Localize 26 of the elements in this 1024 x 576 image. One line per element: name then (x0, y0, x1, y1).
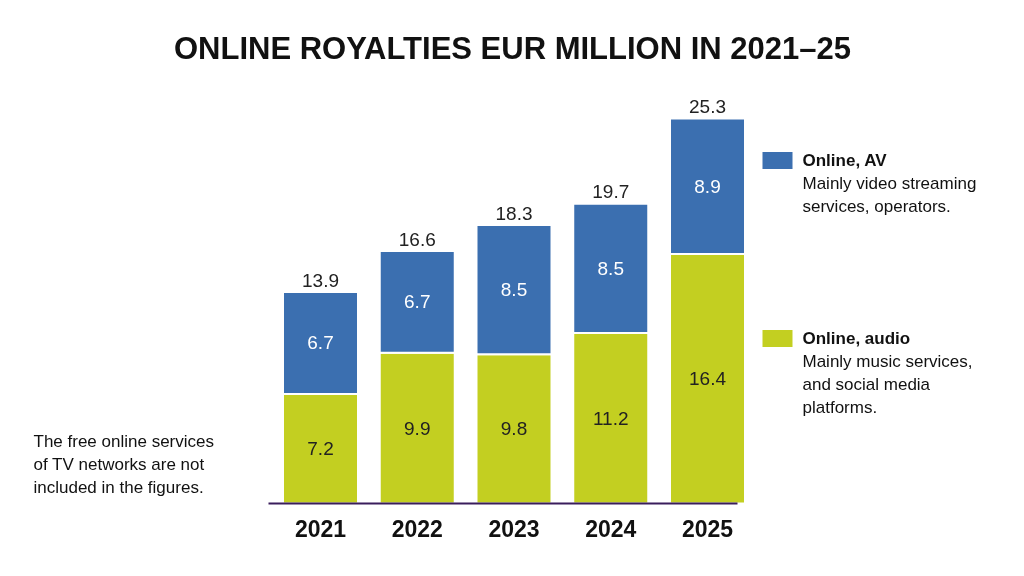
x-tick-label: 2023 (488, 516, 540, 542)
total-label: 13.9 (302, 269, 339, 291)
data-label: 16.4 (689, 368, 727, 390)
total-label: 16.6 (398, 228, 436, 250)
x-tick-label: 2024 (585, 516, 637, 542)
legend-label: Online, AV (802, 151, 888, 170)
chart-title: ONLINE ROYALTIES EUR MILLION IN 2021–25 (174, 31, 852, 66)
data-label: 6.7 (307, 332, 334, 354)
total-label: 19.7 (592, 181, 630, 203)
total-label: 25.3 (689, 96, 726, 118)
x-tick-label: 2022 (391, 516, 443, 542)
text: Mainly music services, and social media platforms. (802, 352, 973, 417)
text: The free online services of TV networks are not included in the figures. (33, 432, 214, 497)
data-label: 6.7 (404, 291, 431, 313)
data-label: 11.2 (592, 407, 629, 429)
total-label: 18.3 (495, 202, 533, 224)
x-tick-label: 2025 (681, 516, 734, 542)
data-label: 9.9 (404, 417, 431, 439)
data-label: 8.5 (597, 257, 624, 279)
text: Mainly video streaming services, operators. (802, 174, 977, 216)
data-label: 8.9 (694, 175, 721, 197)
x-tick-label: 2021 (294, 516, 347, 542)
legend-label: Online, audio (802, 329, 911, 348)
data-label: 8.5 (500, 279, 528, 301)
data-label: 9.8 (500, 418, 528, 440)
data-label: 7.2 (307, 438, 334, 460)
